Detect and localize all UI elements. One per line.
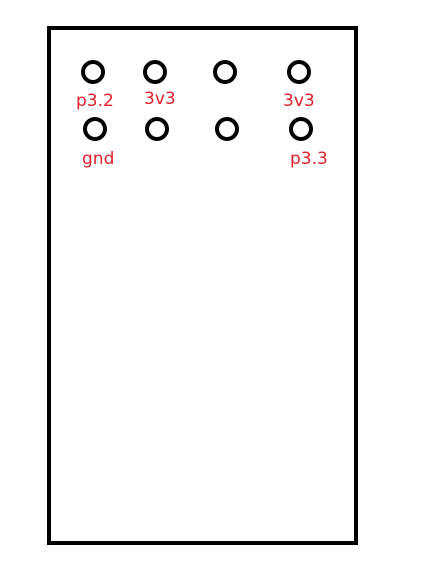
pin-top-4 xyxy=(287,60,311,84)
board-outline xyxy=(47,26,358,545)
pin-bottom-4 xyxy=(289,117,313,141)
pin-bottom-2 xyxy=(145,117,169,141)
pin-bottom-3 xyxy=(215,117,239,141)
pin-bottom-1 xyxy=(83,117,107,141)
pin-label-top-1: p3.2 xyxy=(76,91,114,111)
pin-label-top-4: 3v3 xyxy=(283,91,315,111)
pin-top-1 xyxy=(81,60,105,84)
pin-top-3 xyxy=(213,60,237,84)
pin-label-top-2: 3v3 xyxy=(144,89,176,109)
pin-top-2 xyxy=(143,60,167,84)
pin-label-bottom-4: p3.3 xyxy=(290,149,328,169)
pin-label-bottom-1: gnd xyxy=(82,149,115,169)
